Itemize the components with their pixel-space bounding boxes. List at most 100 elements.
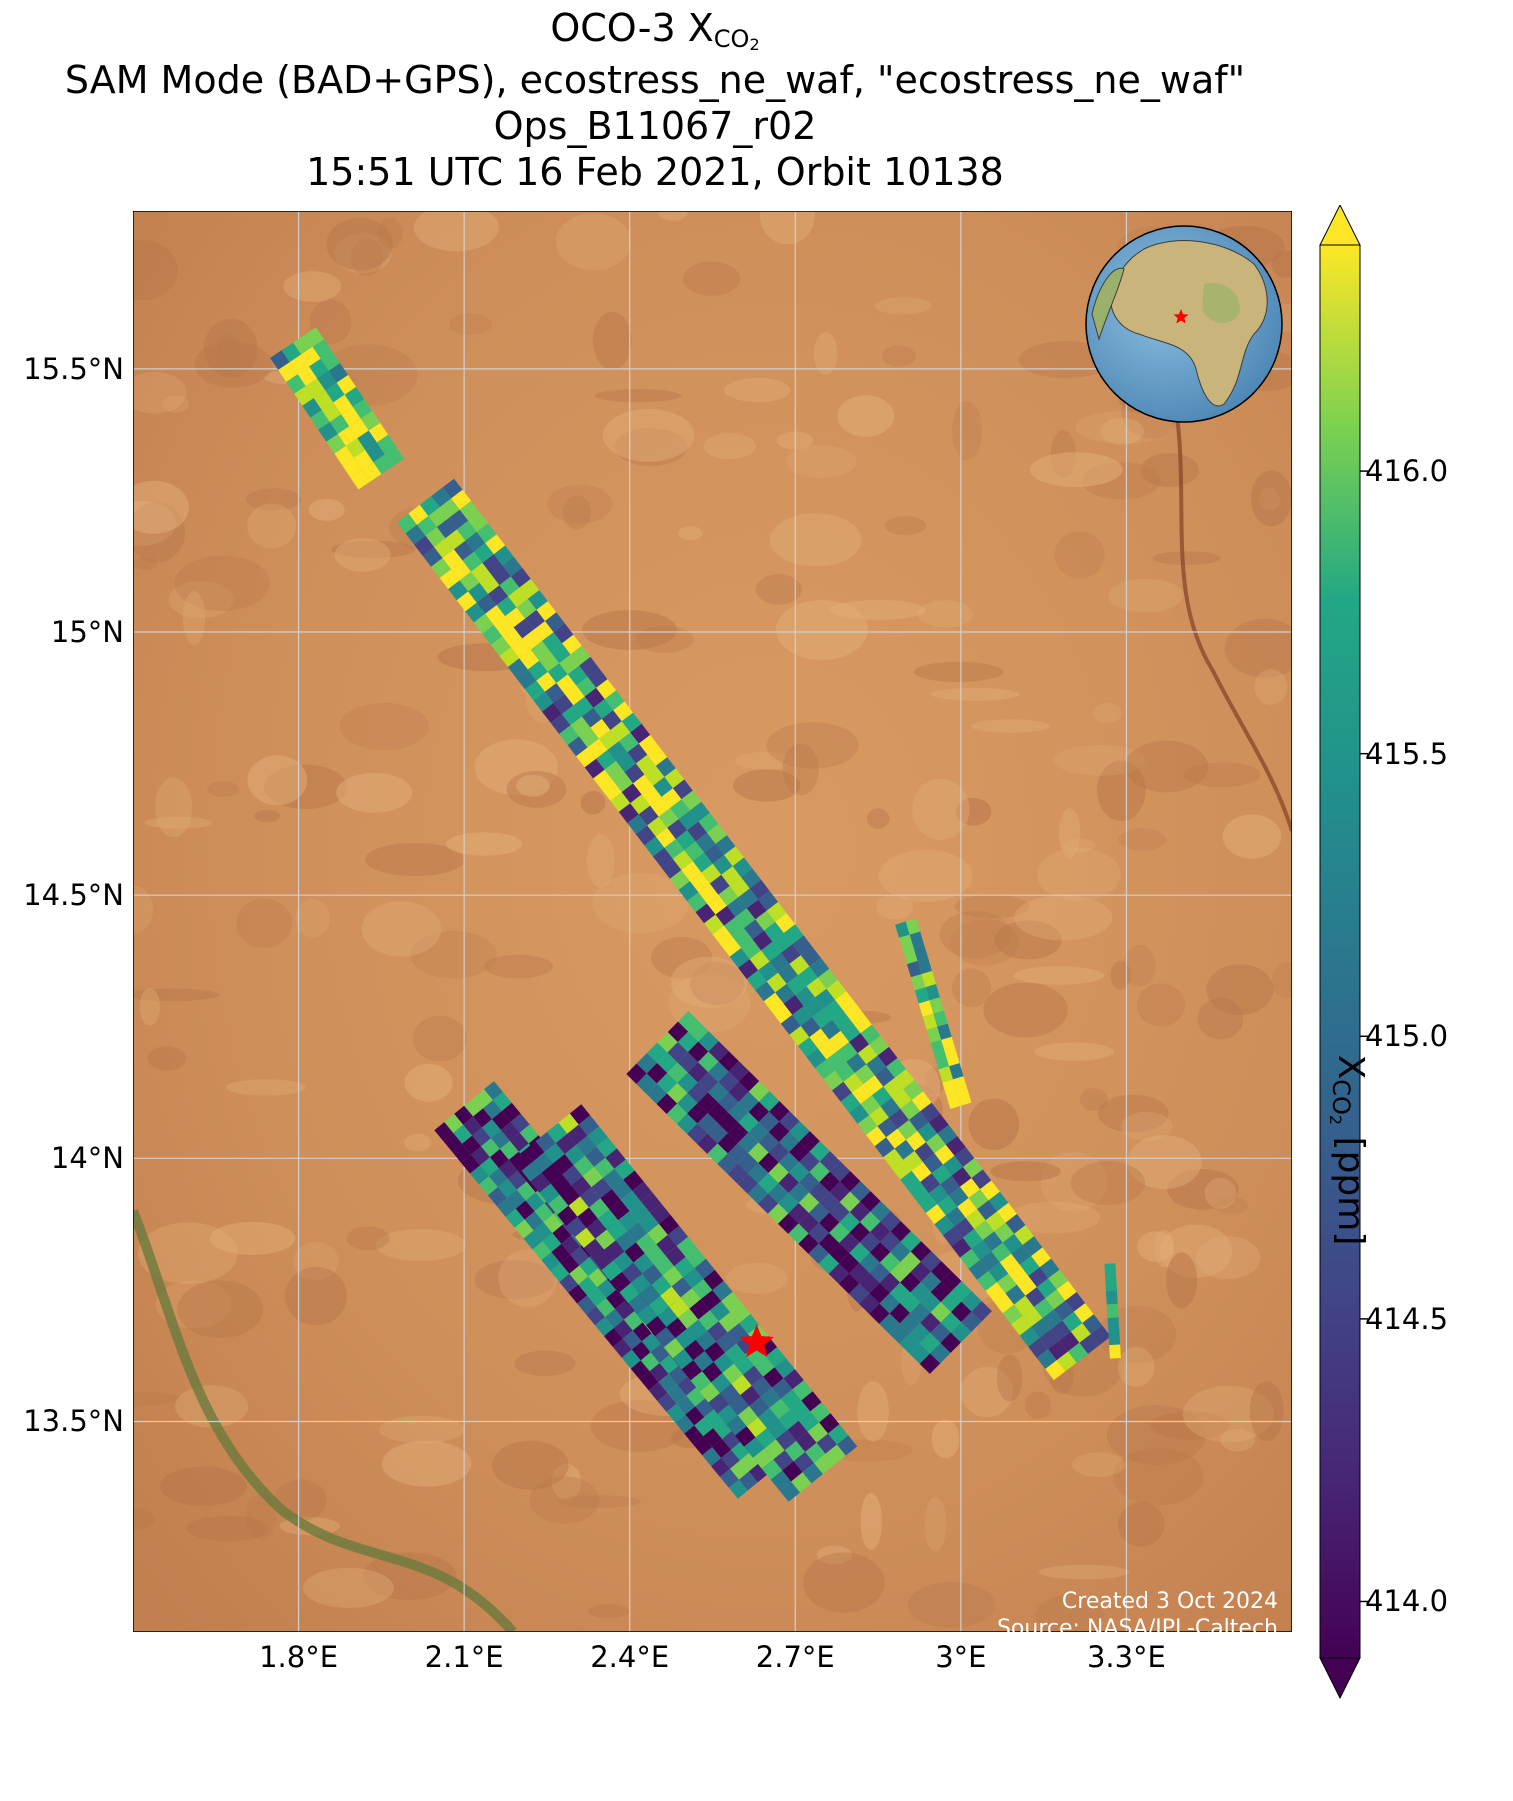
xco2-cell — [587, 1287, 606, 1307]
xco2-cell — [819, 1192, 840, 1213]
xco2-cell — [579, 656, 599, 677]
xco2-cell — [1062, 1311, 1083, 1332]
xco2-cell — [519, 649, 540, 670]
xco2-cell — [920, 1292, 941, 1313]
xco2-cell — [648, 1382, 668, 1402]
xco2-cell — [737, 1153, 759, 1174]
terrain-patch — [182, 591, 206, 646]
xco2-cell — [1073, 1303, 1094, 1323]
xco2-cell — [971, 1169, 992, 1190]
xco2-cell — [905, 918, 921, 935]
xco2-cell — [456, 591, 477, 612]
xco2-cell — [819, 1413, 840, 1434]
xco2-cell — [706, 894, 727, 915]
terrain-patch — [931, 1419, 960, 1459]
xco2-cell — [658, 808, 679, 828]
xco2-cell — [650, 1344, 670, 1364]
terrain-patch — [309, 299, 352, 345]
xco2-cell — [649, 1363, 669, 1383]
xco2-cell — [491, 1111, 511, 1130]
xco2-cell — [780, 1014, 801, 1035]
xco2-cell — [934, 1144, 955, 1165]
terrain-patch — [284, 1266, 348, 1326]
xco2-cell — [687, 1103, 708, 1124]
xco2-cell — [695, 903, 716, 924]
xco2-cell — [442, 549, 463, 570]
xco2-cell — [859, 1252, 880, 1273]
xco2-cell — [755, 1428, 776, 1449]
xco2-cell — [746, 899, 767, 920]
xco2-cell — [667, 1062, 688, 1083]
terrain-patch — [1006, 1201, 1101, 1234]
terrain-patch — [1071, 1452, 1126, 1477]
xco2-cell — [695, 832, 716, 853]
xco2-cell — [318, 422, 338, 442]
xco2-cell — [826, 1050, 847, 1071]
xco2-cell — [930, 1302, 951, 1323]
xco2-cell — [442, 478, 463, 499]
xco2-cell — [889, 1303, 910, 1324]
xco2-cell — [630, 794, 651, 815]
xco2-cell — [835, 991, 855, 1011]
xco2-cell — [499, 576, 520, 597]
xco2-cell — [570, 645, 591, 666]
xco2-cell — [712, 925, 733, 946]
xco2-cell — [618, 1211, 639, 1232]
xco2-cell — [286, 374, 306, 394]
terrain-patch — [955, 797, 992, 826]
xco2-cell — [940, 1332, 961, 1353]
xco2-cell — [717, 1112, 739, 1133]
xco2-cell — [644, 765, 665, 786]
xco2-cell — [934, 1215, 955, 1236]
xco2-cell — [516, 1181, 536, 1201]
xco2-cell — [562, 1165, 583, 1186]
map-panel[interactable] — [133, 211, 1292, 1632]
xco2-cell — [732, 928, 753, 948]
xco2-cell — [461, 1154, 480, 1174]
xco2-cell — [783, 1369, 804, 1390]
xco2-cell — [1105, 1290, 1118, 1305]
terrain-patch — [1035, 1594, 1104, 1632]
xco2-cell — [961, 1311, 982, 1333]
xco2-cell — [577, 1295, 596, 1315]
xco2-cell — [293, 334, 313, 355]
xco2-cell — [911, 1162, 932, 1182]
xco2-cell — [994, 1293, 1014, 1314]
xco2-cell — [1045, 1360, 1066, 1381]
xco2-cell — [647, 746, 668, 766]
terrain-patch — [651, 936, 713, 979]
xco2-cell — [733, 1354, 755, 1375]
xco2-cell — [727, 1163, 748, 1184]
xco2-cell — [677, 1052, 698, 1073]
xco2-cell — [453, 1124, 473, 1144]
xco2-cell — [941, 1271, 962, 1292]
xco2-cell — [657, 1306, 678, 1328]
terrain-patch — [635, 626, 694, 653]
xco2-cell — [687, 821, 707, 842]
xco2-cell — [677, 1308, 699, 1329]
xco2-cell — [768, 1183, 789, 1204]
terrain-patch — [1092, 702, 1122, 724]
xco2-cell — [945, 1049, 960, 1067]
xco2-cell — [846, 1053, 867, 1073]
xco2-cell — [439, 498, 460, 519]
xco2-cell — [911, 1091, 932, 1112]
xco2-cell — [614, 1159, 635, 1180]
terrain-patch — [970, 719, 1051, 733]
terrain-patch — [1118, 1502, 1165, 1547]
xco2-cell — [638, 734, 659, 755]
terrain-patch — [724, 378, 791, 402]
xco2-cell — [431, 487, 452, 508]
xco2-cell — [543, 1214, 563, 1234]
terrain-patch — [1271, 250, 1292, 278]
xco2-cell — [849, 1222, 870, 1243]
xco2-cell — [601, 710, 622, 731]
xco2-cell — [302, 398, 322, 418]
xco2-cell — [806, 977, 827, 998]
xco2-cell — [630, 1360, 650, 1380]
xco2-cell — [909, 1343, 930, 1364]
terrain-patch — [133, 557, 159, 570]
xco2-cell — [666, 1317, 687, 1339]
xco2-cell — [535, 1132, 556, 1153]
xco2-cell — [800, 946, 821, 967]
